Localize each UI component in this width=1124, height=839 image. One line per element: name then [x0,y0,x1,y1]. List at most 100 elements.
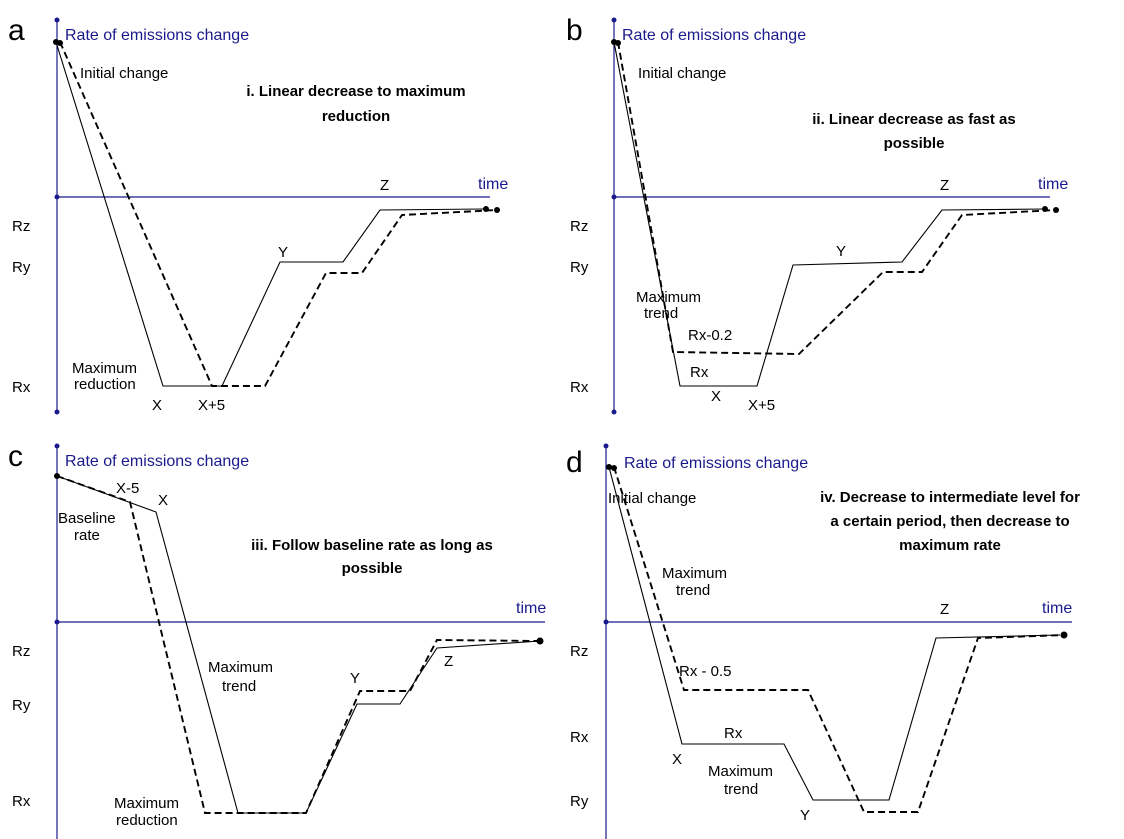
label-x-a: X [152,397,162,414]
label-rz-a: Rz [12,218,30,235]
y-axis-label-b: Rate of emissions change [622,27,806,44]
label-rx-d: Rx [570,729,589,746]
y-axis-label-d: Rate of emissions change [624,455,808,472]
label-rx-inner-b: Rx [690,364,709,381]
label-rx-a: Rx [12,379,31,396]
axis-dot [54,619,60,625]
x-axis-label-c: time [516,600,546,617]
panel-c: c Rate of emissions change time iii. Fol… [8,440,546,839]
dashed-pathway-a [59,41,498,387]
axis-dot [611,194,617,200]
label-rx-minus-05-d: Rx - 0.5 [679,663,732,680]
label-max-reduction-a-1: Maximum [72,360,137,377]
label-y-d: Y [800,807,810,824]
title-d-line1: iv. Decrease to intermediate level for [820,489,1080,506]
label-initial-change-b: Initial change [638,65,726,82]
label-baseline-c-2: rate [74,527,100,544]
end-dot [1053,207,1059,213]
title-b-line2: possible [884,135,945,152]
label-ry-d: Ry [570,793,589,810]
label-x-c: X [158,492,168,509]
panel-d: d Rate of emissions change time iv. Decr… [566,443,1080,839]
axis-dot [611,409,617,415]
label-max-trend-c-2: trend [222,678,256,695]
title-d-line2: a certain period, then decrease to [830,513,1069,530]
label-rx-minus-02-b: Rx-0.2 [688,327,732,344]
panel-letter-b: b [566,14,583,47]
label-max-reduction-a-2: reduction [74,376,136,393]
label-y-b: Y [836,243,846,260]
label-z-c: Z [444,653,453,670]
end-dot [536,637,544,645]
label-max-reduction-c-1: Maximum [114,795,179,812]
start-dot [606,464,612,470]
dashed-pathway-c [56,475,541,814]
label-rx-c: Rx [12,793,31,810]
label-x-d: X [672,751,682,768]
panel-a: a Rate of emissions change time i. Linea… [8,14,508,415]
title-a-line1: i. Linear decrease to maximum [246,83,465,100]
label-max-trend-d-bottom-2: trend [724,781,758,798]
label-baseline-c-1: Baseline [58,510,116,527]
label-initial-change-a: Initial change [80,65,168,82]
label-ry-c: Ry [12,697,31,714]
label-rz-c: Rz [12,643,30,660]
label-max-trend-d-top-1: Maximum [662,565,727,582]
label-ry-b: Ry [570,259,589,276]
axis-dot [54,17,60,23]
x-axis-label-a: time [478,176,508,193]
label-x-minus-5-c: X-5 [116,480,139,497]
label-z-d: Z [940,601,949,618]
label-z-b: Z [940,177,949,194]
end-dot [1042,206,1048,212]
label-ry-a: Ry [12,259,31,276]
axis-dot [54,194,60,200]
start-dot [615,40,621,46]
title-b-line1: ii. Linear decrease as fast as [812,111,1015,128]
title-d-line3: maximum rate [899,537,1001,554]
label-x-plus-5-b: X+5 [748,397,775,414]
panel-b: b Rate of emissions change time ii. Line… [566,14,1068,415]
label-max-trend-d-bottom-1: Maximum [708,763,773,780]
axis-dot [611,17,617,23]
label-max-reduction-c-2: reduction [116,812,178,829]
axis-dot [603,619,609,625]
start-dot [57,40,63,46]
dashed-pathway-b [617,41,1057,355]
label-initial-change-d: Initial change [608,490,696,507]
label-y-c: Y [350,670,360,687]
panel-letter-a: a [8,14,25,47]
y-axis-label-a: Rate of emissions change [65,27,249,44]
label-rz-d: Rz [570,643,588,660]
label-rx-inner-d: Rx [724,725,743,742]
label-rz-b: Rz [570,218,588,235]
solid-pathway-b [613,41,1046,387]
panel-letter-d: d [566,446,583,479]
x-axis-label-d: time [1042,600,1072,617]
panel-letter-c: c [8,440,23,473]
title-c-line1: iii. Follow baseline rate as long as [251,537,493,554]
label-max-trend-d-top-2: trend [676,582,710,599]
label-max-trend-c-1: Maximum [208,659,273,676]
label-y-a: Y [278,244,288,261]
label-rx-b: Rx [570,379,589,396]
start-dot [611,465,617,471]
label-x-b: X [711,388,721,405]
solid-pathway-d [608,466,1061,801]
label-x-plus-5-a: X+5 [198,397,225,414]
axis-dot [54,443,60,449]
end-dot [1060,631,1068,639]
axis-dot [603,443,609,449]
end-dot [494,207,500,213]
axis-dot [54,409,60,415]
title-c-line2: possible [342,560,403,577]
label-max-trend-b-1: Maximum [636,289,701,306]
solid-pathway-a [55,41,485,387]
title-a-line2: reduction [322,108,390,125]
x-axis-label-b: time [1038,176,1068,193]
start-dot [54,473,60,479]
solid-pathway-c [56,475,541,814]
label-max-trend-b-2: trend [644,305,678,322]
y-axis-label-c: Rate of emissions change [65,453,249,470]
